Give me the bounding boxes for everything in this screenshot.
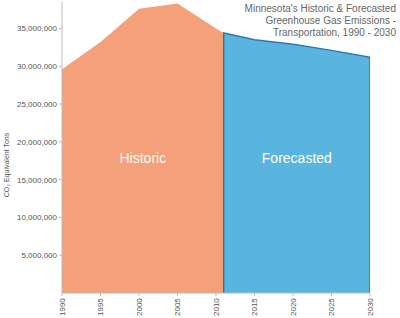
- x-tick: [370, 293, 371, 296]
- x-tick: [216, 293, 217, 296]
- x-tick: [293, 293, 294, 296]
- y-axis-label: CO₂ Equivalent Tons: [3, 132, 11, 197]
- y-tick-label: 25,000,000: [17, 100, 58, 109]
- y-tick: [59, 28, 62, 29]
- y-tick: [59, 104, 62, 105]
- y-tick-label: 30,000,000: [17, 62, 58, 71]
- area: [224, 33, 370, 293]
- x-tick-label: 1990: [58, 298, 67, 316]
- y-tick-label: 10,000,000: [17, 213, 58, 222]
- area: [62, 4, 224, 293]
- x-tick-label: 2020: [289, 298, 298, 316]
- y-tick: [59, 179, 62, 180]
- x-tick-label: 2010: [212, 298, 221, 316]
- y-tick: [59, 255, 62, 256]
- y-tick-label: 35,000,000: [17, 24, 58, 33]
- y-tick: [59, 141, 62, 142]
- chart: Historic Forecasted 5,000,000 10,000,000 15,…: [0, 0, 400, 318]
- title: Minnesota's Historic & ForecastedGreenho…: [245, 3, 397, 38]
- series-label: Historic: [120, 150, 167, 166]
- x-tick: [331, 293, 332, 296]
- x-tick: [254, 293, 255, 296]
- y-tick: [59, 217, 62, 218]
- x-tick-label: 2025: [327, 298, 336, 316]
- x-tick-label: 2015: [250, 298, 259, 316]
- x-tick: [62, 293, 63, 296]
- y-tick-label: 20,000,000: [17, 138, 58, 147]
- x-tick-label: 2005: [173, 298, 182, 316]
- y-axis-line: [62, 2, 63, 293]
- y-tick: [59, 66, 62, 67]
- x-tick: [139, 293, 140, 296]
- series-label: Forecasted: [262, 150, 332, 166]
- areas: [62, 4, 370, 293]
- y-tick-label: 5,000,000: [21, 251, 57, 260]
- x-tick: [100, 293, 101, 296]
- y-tick-label: 15,000,000: [17, 176, 58, 185]
- x-tick: [177, 293, 178, 296]
- x-tick-label: 2000: [135, 298, 144, 316]
- area-outline: [224, 33, 370, 293]
- x-tick-label: 1995: [96, 298, 105, 316]
- x-tick-label: 2030: [366, 298, 375, 316]
